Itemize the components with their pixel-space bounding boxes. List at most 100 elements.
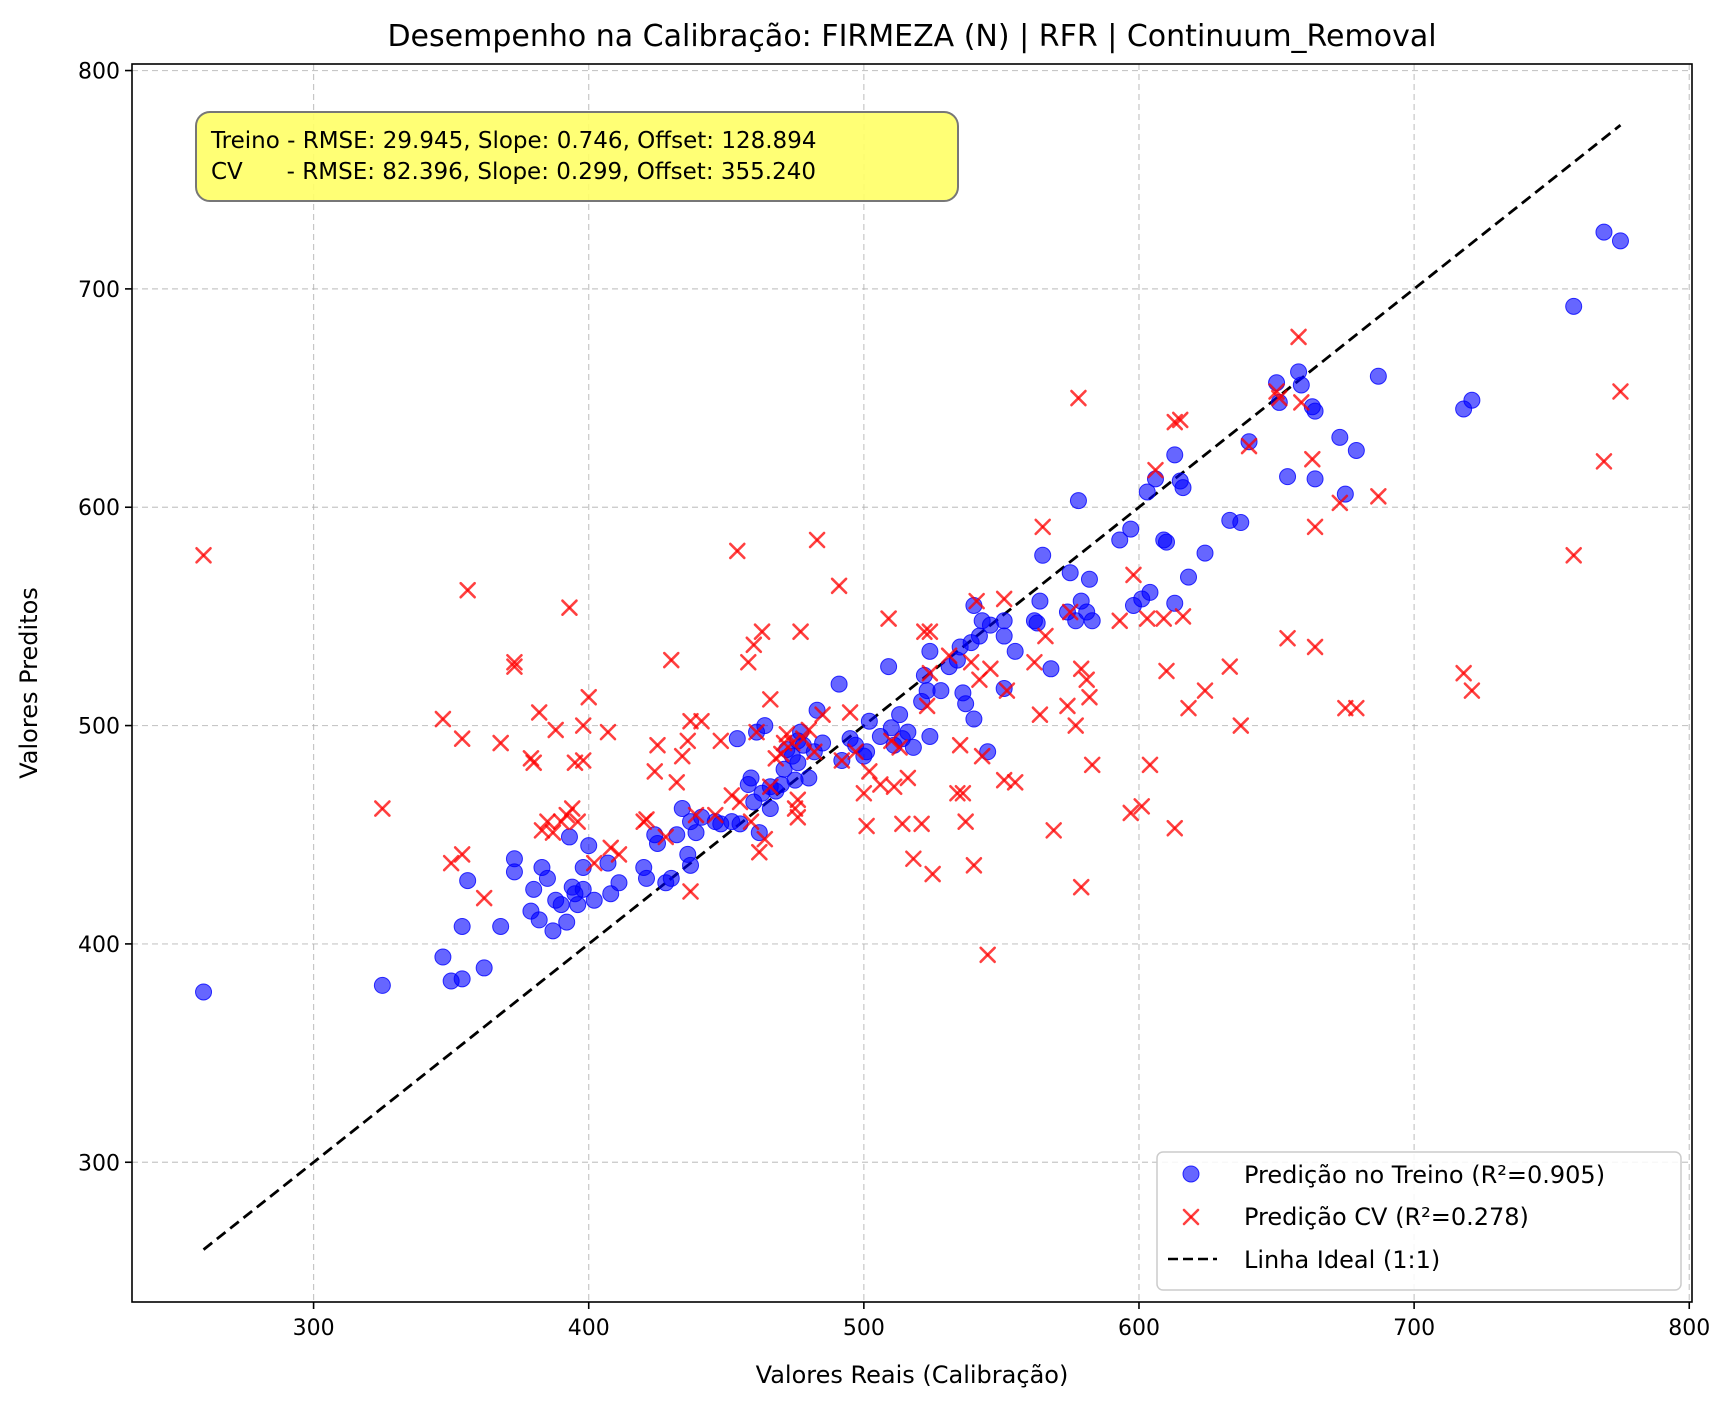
chart-title: Desempenho na Calibração: FIRMEZA (N) | … <box>387 19 1436 54</box>
cv-point <box>1078 671 1096 689</box>
cv-point <box>762 691 779 708</box>
train-point <box>453 917 471 935</box>
cv-point <box>858 817 875 835</box>
cv-point <box>638 811 655 828</box>
cv-point <box>885 778 903 796</box>
train-point <box>899 723 917 741</box>
train-point <box>668 826 686 844</box>
train-point <box>1463 391 1481 409</box>
train-point <box>932 682 950 700</box>
x-axis-label: Valores Reais (Calibração) <box>756 1361 1069 1389</box>
cv-point <box>913 815 930 833</box>
cv-point <box>1083 756 1101 774</box>
legend-box <box>1156 1151 1682 1291</box>
cv-point <box>789 808 807 826</box>
cv-point <box>1463 682 1481 699</box>
train-point <box>560 828 578 846</box>
train-point <box>599 854 617 872</box>
cv-point <box>1125 566 1142 584</box>
cv-point <box>585 854 603 872</box>
train-point <box>544 922 562 940</box>
cv-point <box>998 682 1016 699</box>
y-tick-label: 300 <box>78 1151 120 1176</box>
cv-point <box>800 721 818 739</box>
train-point <box>1141 583 1159 601</box>
cv-point <box>742 813 760 830</box>
train-point <box>1180 568 1198 586</box>
train-point <box>538 869 556 887</box>
y-tick-label: 400 <box>78 933 120 958</box>
y-axis-label: Valores Preditos <box>15 587 43 779</box>
cv-point <box>1034 518 1051 536</box>
train-point <box>880 658 898 676</box>
cv-point <box>921 664 939 682</box>
train-point <box>569 896 587 914</box>
train-point <box>742 769 760 787</box>
cv-point <box>751 843 768 861</box>
cv-point <box>706 806 724 824</box>
cv-point <box>918 697 936 715</box>
legend-train-marker <box>1182 1165 1200 1183</box>
cv-point <box>434 710 452 728</box>
train-point <box>915 666 933 684</box>
cv-point <box>569 813 587 830</box>
train-point <box>492 917 510 935</box>
cv-point <box>1196 682 1214 699</box>
train-point <box>957 695 975 713</box>
cv-point <box>195 546 212 564</box>
cv-point <box>1141 756 1159 774</box>
train-point <box>1347 441 1365 459</box>
cv-point <box>506 658 523 675</box>
cv-point <box>453 846 471 863</box>
train-point <box>1268 374 1286 392</box>
cv-point <box>891 739 908 756</box>
cv-point <box>784 734 801 752</box>
train-point <box>1006 642 1024 660</box>
cv-point <box>1293 394 1310 411</box>
x-tick-label: 300 <box>293 1316 335 1341</box>
cv-point <box>657 828 675 846</box>
train-point <box>921 727 939 745</box>
cv-point <box>1306 638 1324 656</box>
annotation-line-train: Treino - RMSE: 29.945, Slope: 0.746, Off… <box>210 128 816 154</box>
cv-point <box>1138 610 1156 627</box>
train-point <box>574 880 592 898</box>
train-point <box>1166 594 1184 612</box>
cv-point <box>789 791 807 809</box>
cv-point <box>1122 804 1140 822</box>
cv-point <box>679 732 697 750</box>
cv-point <box>806 743 823 761</box>
train-point <box>1146 470 1164 488</box>
cv-point <box>1166 819 1184 837</box>
cv-point <box>1232 717 1250 734</box>
cv-point <box>1612 383 1629 400</box>
cv-point <box>1306 518 1324 536</box>
data-points <box>195 223 1629 1001</box>
cv-point <box>954 784 972 802</box>
cv-point <box>762 778 779 796</box>
cv-point <box>673 747 691 765</box>
train-point <box>682 856 700 874</box>
train-point <box>891 706 909 724</box>
cv-point <box>1111 612 1129 630</box>
cv-point <box>905 850 922 868</box>
cv-point <box>1271 389 1288 407</box>
train-point <box>1336 485 1354 503</box>
train-point <box>1232 514 1250 532</box>
cv-point <box>475 889 493 907</box>
cv-point <box>1348 699 1365 717</box>
train-point <box>1240 433 1258 451</box>
x-axis-ticks: 300 400 500 600 700 800 <box>293 1302 1710 1341</box>
cv-point <box>1279 629 1296 647</box>
cv-point <box>965 857 983 874</box>
train-point <box>525 880 543 898</box>
cv-point <box>872 776 889 793</box>
train-point <box>1157 533 1175 551</box>
x-tick-label: 400 <box>568 1316 610 1341</box>
cv-point <box>880 610 897 627</box>
train-point <box>434 948 452 966</box>
train-point <box>1080 570 1098 588</box>
annotation-line-cv: CV - RMSE: 82.396, Slope: 0.299, Offset:… <box>211 159 816 185</box>
cv-point <box>808 531 826 549</box>
